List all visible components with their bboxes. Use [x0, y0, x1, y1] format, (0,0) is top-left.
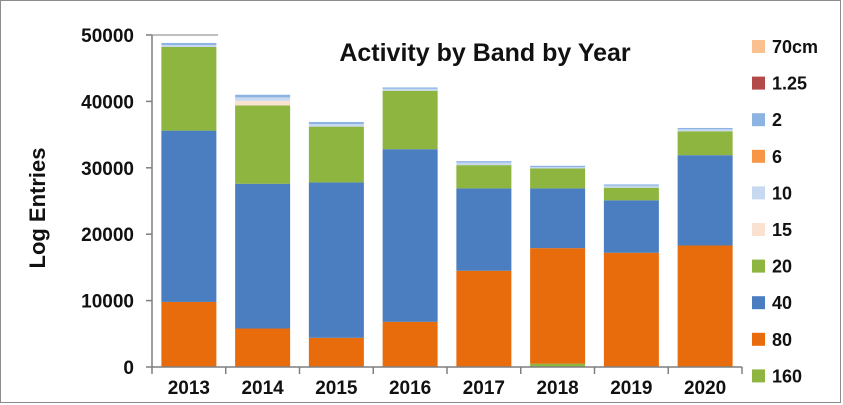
y-tick-label: 10000	[81, 292, 134, 313]
bar-segment-2017-80	[456, 270, 512, 367]
bar-segment-2018-160	[530, 363, 586, 367]
bar-segment-2018-2	[530, 165, 586, 168]
bar-segment-2019-20	[603, 187, 659, 201]
legend-label: 40	[772, 293, 792, 313]
bar-segment-2016-10	[382, 88, 438, 91]
x-tick-label: 2017	[463, 378, 505, 399]
bar-segment-2020-2	[677, 127, 733, 130]
bar-segment-2020-20	[677, 131, 733, 156]
legend-swatch	[752, 113, 765, 127]
x-tick-label: 2016	[389, 378, 431, 399]
bar-segment-2017-40	[456, 188, 512, 271]
bar-segment-2019-10	[603, 185, 659, 188]
x-tick-label: 2020	[684, 378, 726, 399]
legend-swatch	[752, 149, 765, 163]
legend-label: 10	[772, 183, 792, 203]
x-tick-label: 2015	[315, 378, 358, 399]
bar-segment-2015-20	[308, 126, 364, 183]
x-ticks: 2013 2014 2015 2016 2017 2018 2019 2020	[151, 367, 743, 399]
legend-label: 70cm	[772, 37, 818, 57]
bar-segment-2013-10	[161, 44, 217, 47]
bar-segment-2014-10	[235, 97, 291, 101]
legend-swatch	[752, 76, 765, 90]
y-tick-label: 20000	[81, 225, 134, 246]
bar-segment-2020-10	[677, 129, 733, 132]
bar-segment-2016-2	[382, 87, 438, 89]
bar-segment-2020-80	[677, 245, 733, 367]
bar-segment-2014-80	[235, 328, 291, 367]
bars-layer	[161, 42, 733, 367]
bar-segment-2015-2	[308, 121, 364, 124]
y-ticks: 0 10000 20000 30000 40000 50000	[81, 26, 218, 379]
legend-label: 20	[772, 257, 792, 277]
bar-segment-2019-40	[603, 200, 659, 253]
legend-swatch	[752, 369, 765, 383]
legend-label: 6	[772, 147, 782, 167]
bar-segment-2019-2	[603, 184, 659, 186]
bar-segment-2013-80	[161, 301, 217, 367]
legend-swatch	[752, 332, 765, 346]
bar-segment-2015-80	[308, 337, 364, 367]
legend-label: 1.25	[772, 74, 807, 94]
bar-segment-2013-2	[161, 42, 217, 45]
bar-segment-2013-20	[161, 46, 217, 131]
y-tick-label: 0	[123, 358, 134, 379]
bar-segment-2017-20	[456, 165, 512, 189]
bar-segment-2016-80	[382, 321, 438, 367]
bar-segment-2016-20	[382, 90, 438, 150]
x-tick-label: 2018	[536, 378, 578, 399]
bar-segment-2016-40	[382, 149, 438, 322]
bar-segment-2014-15	[235, 100, 291, 106]
legend-label: 15	[772, 220, 792, 240]
legend-swatch	[752, 186, 765, 200]
y-tick-label: 40000	[81, 92, 134, 113]
bar-segment-2018-40	[530, 188, 586, 249]
x-tick-label: 2014	[241, 378, 284, 399]
x-tick-label: 2013	[168, 378, 210, 399]
legend-label: 2	[772, 110, 782, 130]
legend-label: 160	[772, 366, 802, 386]
legend-label: 80	[772, 330, 792, 350]
legend: 70cm 1.25 2 6 10 15 20 40 80 160	[752, 37, 818, 386]
bar-segment-2015-40	[308, 182, 364, 338]
bar-segment-2014-20	[235, 105, 291, 184]
bar-segment-2015-10	[308, 123, 364, 127]
x-tick-label: 2019	[610, 378, 652, 399]
legend-swatch	[752, 40, 765, 53]
bar-segment-2020-40	[677, 155, 733, 246]
bar-segment-2013-40	[161, 130, 217, 302]
legend-swatch	[752, 223, 765, 236]
y-axis-label: Log Entries	[25, 147, 50, 268]
bar-segment-2014-2	[235, 94, 291, 98]
bar-segment-2018-20	[530, 168, 586, 189]
legend-swatch	[752, 259, 765, 273]
bar-segment-2018-10	[530, 167, 586, 169]
bar-segment-2017-2	[456, 161, 512, 163]
y-tick-label: 50000	[81, 26, 134, 47]
bar-segment-2018-80	[530, 248, 586, 364]
bar-segment-2017-10	[456, 162, 512, 166]
y-tick-label: 30000	[81, 159, 134, 180]
legend-swatch	[752, 296, 765, 310]
bar-segment-2014-40	[235, 183, 291, 329]
chart-title: Activity by Band by Year	[339, 39, 631, 67]
bar-segment-2019-80	[603, 252, 659, 367]
